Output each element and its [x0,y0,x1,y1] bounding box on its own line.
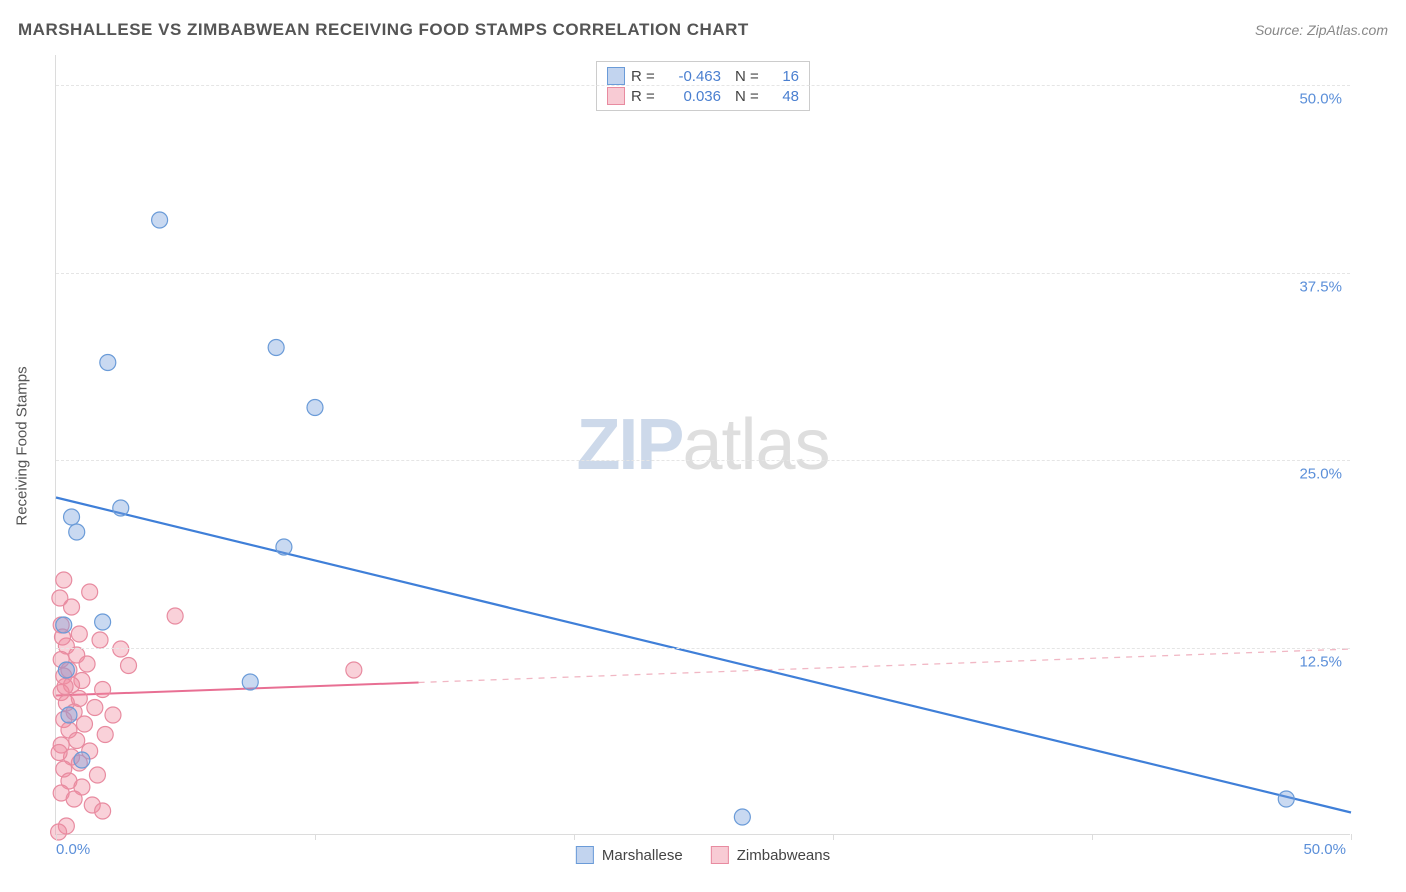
grid-line [56,648,1350,649]
chart-title: MARSHALLESE VS ZIMBABWEAN RECEIVING FOOD… [18,20,749,40]
swatch-blue-icon [607,67,625,85]
data-point [64,509,80,525]
trend-line [56,498,1351,813]
source-label: Source: ZipAtlas.com [1255,22,1388,38]
data-point [95,682,111,698]
data-point [56,572,72,588]
data-point [1278,791,1294,807]
chart-header: MARSHALLESE VS ZIMBABWEAN RECEIVING FOOD… [18,20,1388,40]
data-point [167,608,183,624]
grid-line [56,273,1350,274]
grid-line [56,460,1350,461]
data-point [52,590,68,606]
x-max-label: 50.0% [1303,841,1346,858]
y-axis-title: Receiving Food Stamps [14,366,31,525]
data-point [69,524,85,540]
stat-label-r: R = [631,68,659,85]
stat-blue-r: -0.463 [665,68,721,85]
data-point [51,824,67,840]
stat-pink-n: 48 [769,88,799,105]
data-point [100,355,116,371]
stat-pink-r: 0.036 [665,88,721,105]
data-point [276,539,292,555]
data-point [97,727,113,743]
data-point [346,662,362,678]
y-tick-label: 25.0% [1299,466,1342,483]
legend-item-blue: Marshallese [576,846,683,864]
stat-label-n2: N = [735,88,763,105]
data-point [69,733,85,749]
stat-label-n: N = [735,68,763,85]
data-point [79,656,95,672]
data-point [268,340,284,356]
x-tick [1092,834,1093,840]
data-point [113,641,129,657]
x-tick [315,834,316,840]
data-point [57,679,73,695]
stat-blue-n: 16 [769,68,799,85]
x-tick [833,834,834,840]
data-point [56,617,72,633]
data-point [113,500,129,516]
data-point [82,584,98,600]
data-point [121,658,137,674]
stats-row-blue: R = -0.463 N = 16 [607,66,799,86]
y-tick-label: 12.5% [1299,653,1342,670]
series-legend: Marshallese Zimbabweans [576,846,830,864]
data-point [105,707,121,723]
data-point [242,674,258,690]
data-point [74,752,90,768]
data-point [61,707,77,723]
legend-label-pink: Zimbabweans [737,847,830,864]
legend-item-pink: Zimbabweans [711,846,830,864]
swatch-blue-icon [576,846,594,864]
data-point [66,791,82,807]
stats-legend: R = -0.463 N = 16 R = 0.036 N = 48 [596,61,810,111]
data-point [76,716,92,732]
data-point [51,745,67,761]
data-point [87,700,103,716]
trend-line-dashed [419,649,1351,682]
data-point [58,662,74,678]
data-point [307,400,323,416]
y-tick-label: 37.5% [1299,278,1342,295]
legend-label-blue: Marshallese [602,847,683,864]
swatch-pink-icon [711,846,729,864]
stat-label-r2: R = [631,88,659,105]
y-tick-label: 50.0% [1299,91,1342,108]
x-tick [1351,834,1352,840]
x-tick [56,834,57,840]
grid-line [56,85,1350,86]
swatch-pink-icon [607,87,625,105]
x-min-label: 0.0% [56,841,90,858]
data-point [95,614,111,630]
data-point [92,632,108,648]
data-point [89,767,105,783]
stats-row-pink: R = 0.036 N = 48 [607,86,799,106]
data-point [734,809,750,825]
data-point [152,212,168,228]
plot-area: ZIPatlas R = -0.463 N = 16 R = 0.036 N =… [55,55,1350,835]
chart-svg [56,55,1350,834]
data-point [71,626,87,642]
x-tick [574,834,575,840]
data-point [95,803,111,819]
